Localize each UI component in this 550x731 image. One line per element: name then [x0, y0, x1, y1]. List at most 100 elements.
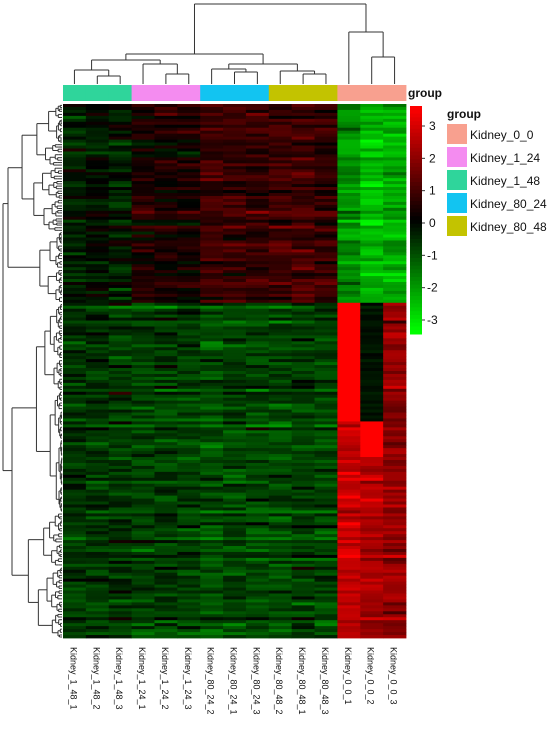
heatmap-cell — [337, 602, 361, 606]
heatmap-cell — [314, 210, 338, 215]
heatmap-cell — [383, 234, 407, 238]
heatmap-cell — [177, 112, 201, 117]
heatmap-cell — [291, 130, 315, 135]
column-label: Kidney_1_24_2 — [160, 647, 170, 710]
heatmap-cell — [268, 371, 293, 375]
heatmap-cell — [314, 379, 338, 384]
heatmap-cell — [200, 193, 224, 197]
heatmap-cell — [200, 222, 224, 227]
heatmap-cell — [177, 608, 201, 612]
heatmap-cell — [245, 225, 270, 229]
heatmap-cell — [337, 551, 361, 556]
heatmap-cell — [383, 139, 407, 143]
heatmap-cell — [63, 118, 87, 123]
heatmap-cell — [131, 451, 155, 455]
heatmap-cell — [200, 602, 224, 606]
heatmap-cell — [268, 124, 293, 129]
heatmap-cell — [245, 629, 270, 633]
heatmap-cell — [337, 418, 361, 422]
heatmap-cell — [314, 273, 338, 277]
heatmap-cell — [291, 629, 315, 633]
heatmap-cell — [383, 276, 407, 280]
heatmap-cell — [154, 504, 178, 508]
heatmap-cell — [291, 569, 315, 574]
heatmap-cell — [154, 335, 178, 339]
heatmap-cell — [154, 169, 178, 173]
group-annotation-cell — [291, 85, 315, 101]
heatmap-cell — [314, 608, 338, 612]
heatmap-cell — [177, 249, 201, 253]
heatmap-cell — [154, 317, 178, 321]
heatmap-cell — [268, 175, 293, 179]
heatmap-cell — [85, 379, 110, 384]
heatmap-cell — [131, 501, 155, 505]
color-scale-step — [410, 121, 422, 126]
heatmap-cell — [85, 267, 110, 271]
heatmap-cell — [314, 620, 338, 624]
heatmap-cell — [85, 394, 110, 399]
color-scale-step — [410, 159, 422, 164]
heatmap-cell — [360, 282, 384, 286]
heatmap-cell — [177, 142, 201, 146]
heatmap-cell — [291, 614, 315, 618]
heatmap-cell — [245, 142, 270, 146]
heatmap-cell — [63, 602, 87, 606]
group-annotation-cell — [223, 85, 247, 101]
heatmap-cell — [154, 190, 178, 194]
heatmap-cell — [291, 118, 315, 123]
heatmap-cell — [177, 308, 201, 313]
color-scale-step — [410, 117, 422, 122]
heatmap-cell — [154, 501, 178, 505]
heatmap-cell — [63, 166, 87, 170]
heatmap-cell — [337, 504, 361, 508]
heatmap-cell — [268, 258, 293, 262]
heatmap-cell — [245, 596, 270, 600]
heatmap-cell — [337, 284, 361, 289]
heatmap-cell — [63, 477, 87, 482]
heatmap-cell — [131, 391, 155, 396]
heatmap-cell — [360, 320, 384, 324]
heatmap-cell — [200, 338, 224, 342]
heatmap-cell — [108, 109, 132, 114]
heatmap-cell — [131, 296, 155, 301]
heatmap-cell — [268, 486, 293, 491]
heatmap-cell — [177, 385, 201, 390]
heatmap-cell — [154, 551, 178, 556]
heatmap-cell — [383, 540, 407, 544]
heatmap-cell — [131, 169, 155, 173]
heatmap-cell — [383, 118, 407, 123]
heatmap-cell — [360, 184, 384, 188]
heatmap-cell — [131, 554, 155, 559]
heatmap-cell — [337, 566, 361, 571]
heatmap-cell — [154, 611, 178, 615]
heatmap-cell — [291, 308, 315, 313]
heatmap-cell — [383, 409, 407, 413]
heatmap-cell — [177, 329, 201, 333]
heatmap-cell — [245, 421, 270, 425]
heatmap-cell — [223, 160, 247, 164]
heatmap-cell — [85, 213, 110, 218]
heatmap-cell — [108, 172, 132, 176]
heatmap-cell — [108, 181, 132, 185]
heatmap-cell — [200, 255, 224, 259]
heatmap-cell — [131, 335, 155, 339]
heatmap-cell — [383, 296, 407, 301]
heatmap-cell — [200, 314, 224, 318]
heatmap-cell — [360, 596, 384, 600]
heatmap-cell — [245, 528, 270, 532]
heatmap-cell — [131, 344, 155, 348]
heatmap-cell — [85, 118, 110, 123]
heatmap-cell — [85, 335, 110, 339]
heatmap-cell — [200, 112, 224, 117]
heatmap-cell — [85, 510, 110, 514]
heatmap-cell — [154, 290, 178, 295]
heatmap-cell — [337, 599, 361, 603]
heatmap-cell — [291, 314, 315, 318]
heatmap-cell — [383, 388, 407, 393]
heatmap-cell — [131, 442, 155, 446]
heatmap-cell — [154, 112, 178, 117]
heatmap-cell — [131, 474, 155, 479]
heatmap-cell — [177, 284, 201, 289]
heatmap-cell — [223, 279, 247, 283]
heatmap-cell — [223, 480, 247, 485]
